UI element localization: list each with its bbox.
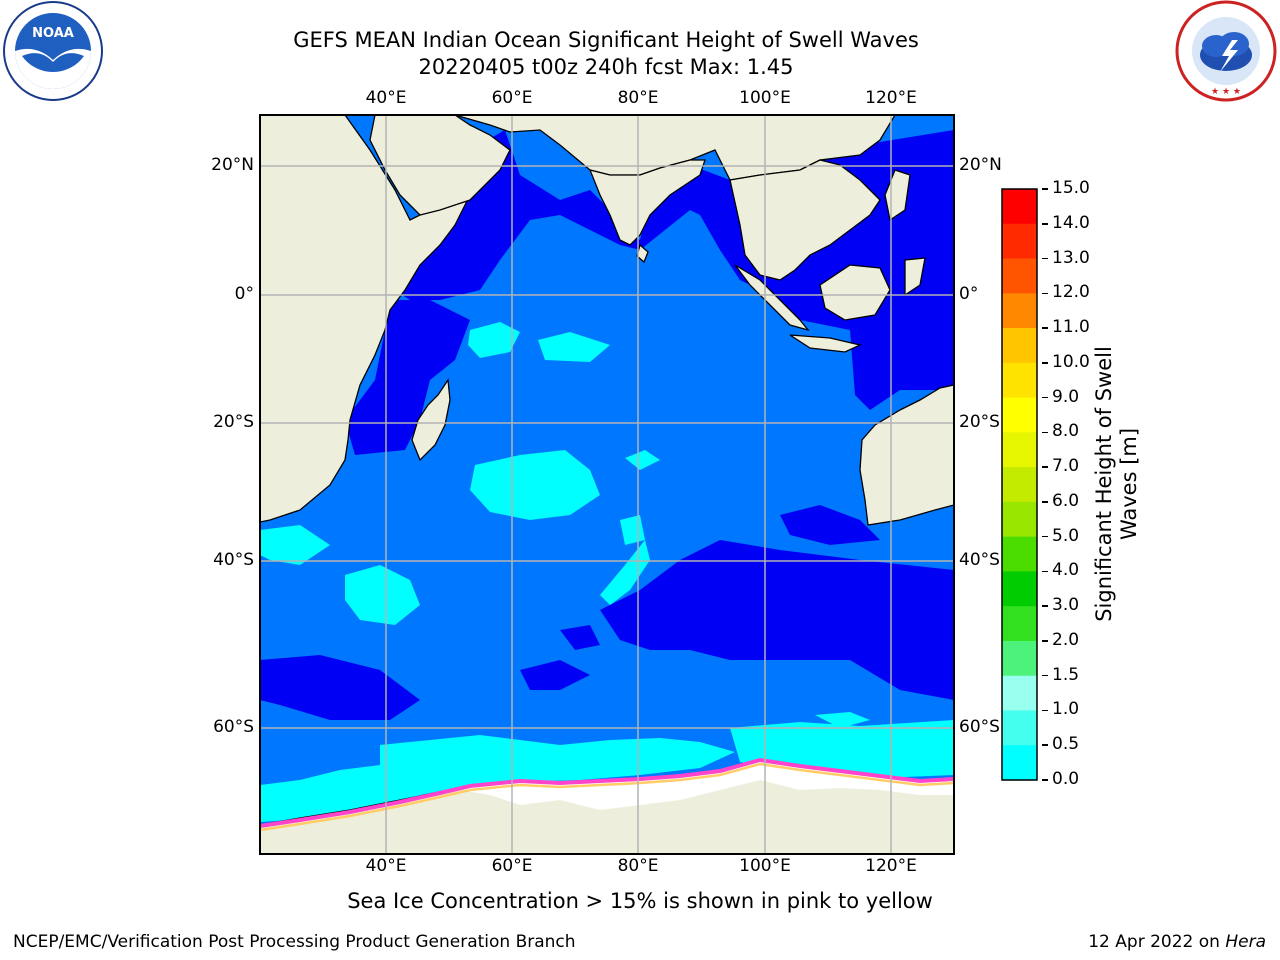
lon-label-bottom: 120°E (865, 856, 917, 876)
colorbar-segment (1002, 293, 1037, 329)
colorbar-segment (1002, 258, 1037, 294)
sea-ice-caption: Sea Ice Concentration > 15% is shown in … (347, 889, 933, 913)
colorbar-tick (1042, 535, 1048, 538)
colorbar-tick (1042, 709, 1048, 712)
colorbar-segment (1002, 189, 1037, 225)
noaa-logo: NOAA (3, 1, 103, 101)
colorbar-title-line2: Waves [m] (1117, 427, 1141, 541)
footer-branch: NCEP/EMC/Verification Post Processing Pr… (13, 932, 576, 952)
colorbar-tick-label: 14.0 (1052, 212, 1090, 233)
colorbar-segment (1002, 223, 1037, 260)
sea-ice-edge-inner (260, 762, 954, 832)
colorbar-tick (1042, 431, 1048, 434)
lat-label-left: 20°N (211, 155, 254, 175)
lon-label-top: 40°E (365, 88, 407, 108)
colorbar-segment (1002, 571, 1037, 607)
map-frame (259, 114, 955, 855)
map-subtitle: 20220405 t00z 240h fcst Max: 1.45 (418, 55, 794, 79)
colorbar-tick-label: 0.5 (1052, 734, 1080, 755)
colorbar-tick-label: 10.0 (1052, 351, 1090, 372)
lat-label-left: 0° (234, 284, 254, 304)
lat-label-left: 40°S (213, 550, 254, 570)
colorbar-tick-label: 0.0 (1052, 769, 1080, 789)
lon-label-bottom: 100°E (739, 856, 791, 876)
colorbar-segment (1002, 467, 1037, 503)
lon-label-bottom: 60°E (491, 856, 533, 876)
nws-logo: ★ ★ ★ (1175, 0, 1277, 102)
colorbar-tick (1042, 605, 1048, 607)
colorbar-tick-label: 11.0 (1052, 317, 1090, 338)
noaa-logo-text: NOAA (32, 26, 74, 41)
colorbar-tick-label: 9.0 (1052, 386, 1080, 407)
colorbar-tick-label: 12.0 (1052, 282, 1090, 303)
lat-label-right: 60°S (959, 717, 1000, 737)
colorbar-tick-label: 7.0 (1052, 456, 1080, 477)
colorbar-tick-label: 2.0 (1052, 629, 1080, 650)
colorbar-segment (1002, 501, 1037, 538)
land-masses (260, 115, 954, 854)
lat-label-right: 40°S (959, 550, 1000, 570)
colorbar-frame (1001, 188, 1038, 781)
svg-text:★ ★ ★: ★ ★ ★ (1211, 87, 1241, 97)
colorbar-tick-label: 6.0 (1052, 490, 1080, 511)
colorbar-segment (1002, 710, 1037, 746)
map-title: GEFS MEAN Indian Ocean Significant Heigh… (293, 28, 919, 52)
lon-label-top: 120°E (865, 88, 917, 108)
colorbar-tick-label: 1.5 (1052, 664, 1080, 685)
sea-ice-edge (260, 757, 954, 828)
colorbar-tick (1042, 327, 1048, 329)
colorbar-tick-label: 8.0 (1052, 421, 1080, 442)
colorbar-tick-label: 4.0 (1052, 560, 1080, 581)
lon-label-top: 60°E (491, 88, 533, 108)
colorbar-tick (1042, 570, 1048, 573)
colorbar-tick (1042, 223, 1048, 225)
lat-label-right: 0° (959, 284, 979, 304)
colorbar-segment (1002, 745, 1037, 781)
lon-label-bottom: 40°E (365, 856, 407, 876)
colorbar-tick (1042, 466, 1048, 468)
map-panel (259, 114, 955, 855)
colorbar-tick (1042, 779, 1048, 781)
colorbar-tick-label: 13.0 (1052, 247, 1090, 268)
colorbar-tick (1042, 362, 1048, 364)
lat-label-right: 20°S (959, 412, 1000, 432)
colorbar-tick-label: 15.0 (1052, 178, 1090, 198)
colorbar-segment (1002, 328, 1037, 364)
colorbar-segment (1002, 606, 1037, 642)
colorbar-title-line1: Significant Height of Swell (1092, 346, 1116, 622)
colorbar-tick (1042, 640, 1048, 642)
colorbar-segment (1002, 362, 1037, 399)
colorbar-tick (1042, 292, 1048, 295)
graticule (260, 115, 954, 854)
lat-label-left: 20°S (213, 412, 254, 432)
footer-date-text: 12 Apr 2022 on (1088, 932, 1226, 952)
colorbar-tick (1042, 674, 1048, 677)
colorbar-tick (1042, 257, 1048, 260)
colorbar-tick (1042, 744, 1048, 746)
footer-host: Hera (1225, 932, 1266, 952)
colorbar-segment (1002, 640, 1037, 677)
colorbar-segment (1002, 397, 1037, 433)
colorbar-tick-label: 5.0 (1052, 525, 1080, 546)
colorbar-segment (1002, 432, 1037, 468)
colorbar-tick-label: 1.0 (1052, 699, 1080, 720)
lon-label-top: 80°E (617, 88, 659, 108)
lon-label-bottom: 80°E (617, 856, 659, 876)
colorbar-segment (1002, 536, 1037, 573)
colorbar-segment (1002, 675, 1037, 712)
lat-label-right: 20°N (959, 155, 1002, 175)
colorbar-segments (1002, 189, 1037, 781)
footer-date: 12 Apr 2022 on Hera (1088, 932, 1266, 952)
colorbar-tick (1042, 188, 1048, 190)
colorbar-tick (1042, 501, 1048, 503)
colorbar (1001, 188, 1038, 781)
colorbar-tick (1042, 396, 1048, 399)
colorbar-tick-label: 3.0 (1052, 595, 1080, 616)
colorbar-title: Significant Height of Swell Waves [m] (1092, 346, 1142, 622)
lat-label-left: 60°S (213, 717, 254, 737)
lon-label-top: 100°E (739, 88, 791, 108)
